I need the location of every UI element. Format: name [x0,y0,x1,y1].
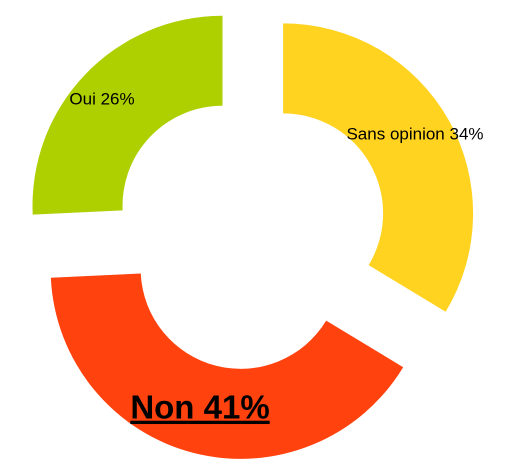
donut-slice [50,273,404,459]
donut-slice [32,15,223,215]
data-label: Sans opinion 34% [346,124,483,143]
donut-slice [283,23,474,312]
data-label: Oui 26% [69,89,134,108]
data-label: Non 41% [130,389,269,426]
